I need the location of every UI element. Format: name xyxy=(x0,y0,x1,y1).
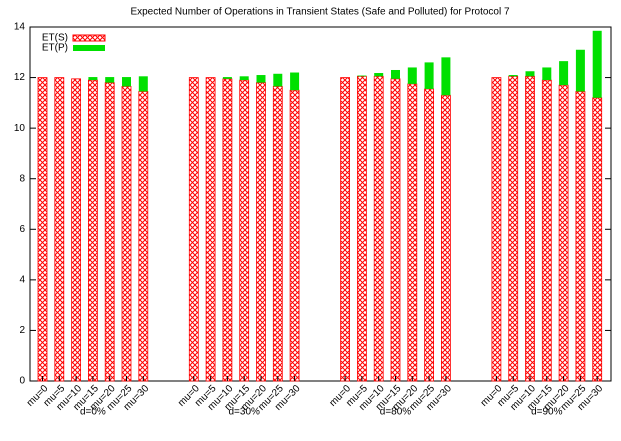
bar-segment xyxy=(88,79,98,382)
bar-segment xyxy=(138,91,149,382)
bar-segment xyxy=(121,86,132,382)
bar-segment xyxy=(122,77,131,87)
bar-segment xyxy=(222,78,233,382)
bar-segment xyxy=(541,79,552,382)
y-tick-label: 0 xyxy=(19,376,25,387)
bar-segment xyxy=(592,30,602,98)
y-tick-label: 10 xyxy=(14,123,26,134)
bar-segment xyxy=(289,89,300,382)
bar-segment xyxy=(340,77,351,382)
bar-segment xyxy=(357,75,367,77)
bar-segment xyxy=(592,97,603,382)
bar-segment xyxy=(491,77,502,382)
bar-segment xyxy=(575,91,586,382)
chart-title: Expected Number of Operations in Transie… xyxy=(130,7,510,18)
bar-segment xyxy=(373,75,384,382)
bar-segment xyxy=(391,69,400,79)
bar-segment xyxy=(71,78,81,382)
bar-segment xyxy=(407,83,418,382)
bar-segment xyxy=(525,75,535,382)
y-tick-label: 2 xyxy=(19,325,25,336)
bar-segment xyxy=(440,94,451,382)
bar-segment xyxy=(205,77,216,382)
bar-segment xyxy=(37,77,48,382)
bar-segment xyxy=(542,67,552,81)
bar-segment xyxy=(239,76,249,81)
bar-segment xyxy=(559,61,569,86)
y-tick-label: 14 xyxy=(14,22,26,33)
legend-swatch xyxy=(72,34,106,42)
bar-segment xyxy=(105,77,115,83)
legend-label: ET(S) xyxy=(42,33,68,44)
bar-segment xyxy=(356,75,367,382)
y-tick-label: 6 xyxy=(19,224,25,235)
y-tick-label: 8 xyxy=(19,173,25,184)
bar-segment xyxy=(508,75,519,382)
bar-segment xyxy=(575,49,585,92)
bar-segment xyxy=(374,73,384,77)
group-label: d=0% xyxy=(80,407,106,418)
bar-segment xyxy=(508,75,518,77)
bar-segment xyxy=(390,78,401,382)
bar-segment xyxy=(256,75,266,83)
bar-segment xyxy=(558,84,569,382)
bar-segment xyxy=(424,62,434,89)
bar-segment xyxy=(188,77,199,382)
bar-segment xyxy=(525,71,535,77)
bar-segment xyxy=(138,76,148,92)
bar-segment xyxy=(273,73,283,87)
group-label: d=90% xyxy=(531,407,563,418)
bar-segment xyxy=(441,57,451,96)
y-tick-label: 12 xyxy=(14,72,26,83)
bar-segment xyxy=(290,72,300,91)
legend-label: ET(P) xyxy=(42,43,68,54)
legend-swatch xyxy=(73,45,105,51)
group-label: d=30% xyxy=(228,407,260,418)
bar-segment xyxy=(222,77,232,79)
bar-segment xyxy=(239,79,250,382)
bar-segment xyxy=(407,67,417,84)
group-label: d=80% xyxy=(380,407,412,418)
bar-segment xyxy=(88,77,98,81)
y-tick-label: 4 xyxy=(19,274,25,285)
bar-segment xyxy=(104,82,115,382)
bar-segment xyxy=(256,82,266,382)
bar-segment xyxy=(424,88,435,382)
plot-frame xyxy=(29,26,612,382)
bar-segment xyxy=(272,86,283,382)
bar-segment xyxy=(54,77,65,382)
